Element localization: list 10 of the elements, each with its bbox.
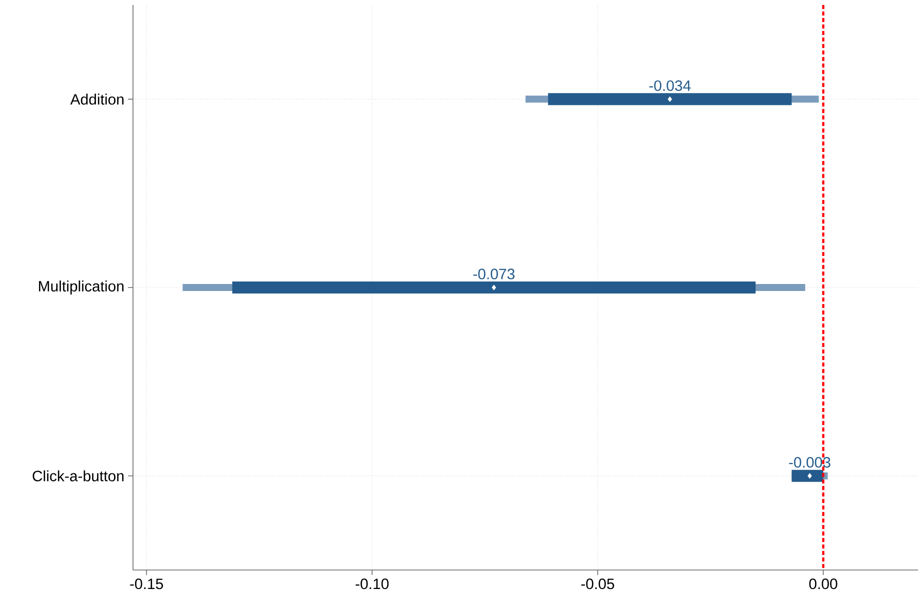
- x-tick-label: -0.05: [581, 578, 614, 590]
- data-label: -0.034: [649, 80, 691, 91]
- y-tick-label: Click-a-button: [32, 470, 124, 482]
- data-label: -0.073: [473, 268, 515, 280]
- data-label: -0.003: [789, 457, 830, 468]
- y-tick-label: Addition: [70, 94, 124, 105]
- x-tick-label: -0.15: [130, 578, 164, 590]
- y-tick-label: Multiplication: [38, 280, 124, 294]
- x-tick-label: 0.00: [809, 578, 838, 590]
- x-tick-label: -0.10: [356, 578, 389, 590]
